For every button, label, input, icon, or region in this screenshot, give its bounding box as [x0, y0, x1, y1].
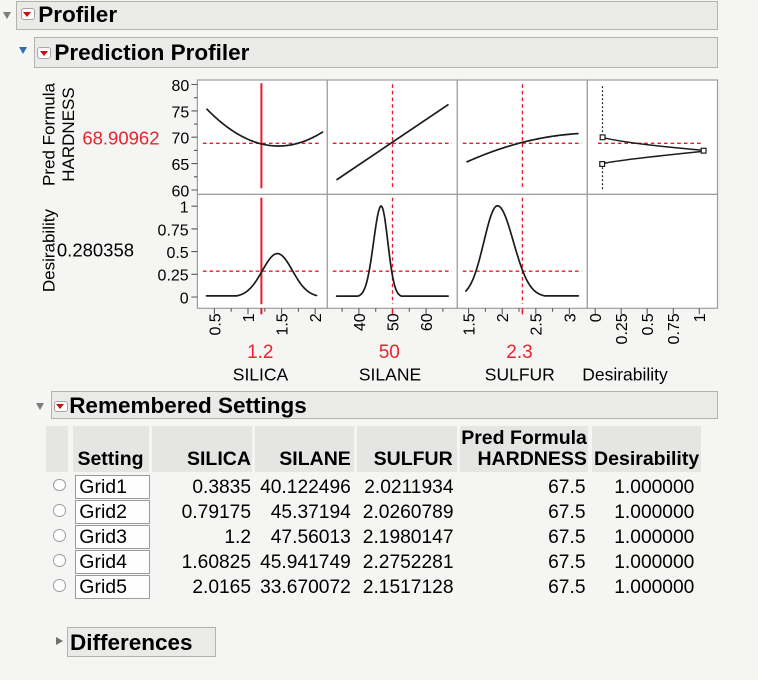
svg-text:SULFUR: SULFUR	[485, 365, 555, 385]
svg-text:75: 75	[172, 104, 190, 121]
svg-text:Pred Formula: Pred Formula	[40, 82, 59, 186]
svg-text:65: 65	[172, 157, 190, 174]
svg-text:1.5: 1.5	[275, 313, 292, 335]
svg-text:50: 50	[385, 313, 402, 331]
svg-text:1: 1	[692, 313, 709, 322]
svg-text:2.3: 2.3	[506, 342, 532, 363]
svg-text:0.5: 0.5	[207, 313, 224, 335]
svg-text:HARDNESS: HARDNESS	[59, 87, 78, 181]
svg-text:60: 60	[419, 313, 436, 331]
svg-text:1: 1	[241, 313, 258, 322]
svg-text:1.2: 1.2	[247, 342, 273, 363]
svg-text:0: 0	[588, 313, 605, 322]
svg-text:Desirability: Desirability	[582, 365, 668, 385]
svg-text:0.75: 0.75	[666, 313, 683, 344]
svg-text:2: 2	[308, 313, 325, 322]
svg-text:0.25: 0.25	[614, 313, 631, 344]
svg-text:1: 1	[180, 200, 189, 217]
svg-text:Desirability: Desirability	[40, 209, 59, 293]
svg-text:0.5: 0.5	[640, 313, 657, 335]
svg-text:0.25: 0.25	[158, 268, 189, 285]
svg-text:40: 40	[352, 313, 369, 331]
svg-text:SILANE: SILANE	[359, 365, 421, 385]
svg-text:2: 2	[495, 313, 512, 322]
svg-text:60: 60	[172, 183, 190, 200]
svg-text:2.5: 2.5	[529, 313, 546, 335]
svg-text:1.5: 1.5	[462, 313, 479, 335]
svg-text:80: 80	[172, 78, 190, 95]
svg-text:50: 50	[379, 342, 400, 363]
svg-text:0.75: 0.75	[158, 222, 189, 239]
svg-text:68.90962: 68.90962	[82, 127, 159, 148]
svg-text:0.5: 0.5	[166, 245, 188, 262]
svg-text:0: 0	[180, 290, 189, 307]
svg-text:3: 3	[562, 313, 579, 322]
svg-text:70: 70	[172, 131, 190, 148]
svg-text:0.280358: 0.280358	[57, 240, 134, 261]
svg-text:SILICA: SILICA	[233, 365, 289, 385]
